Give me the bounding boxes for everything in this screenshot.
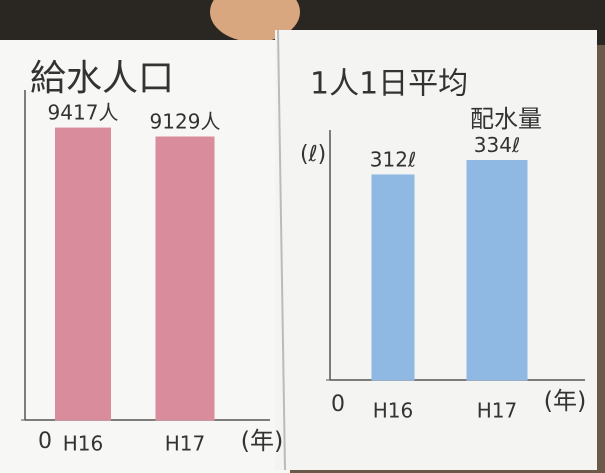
bar — [371, 174, 415, 381]
x-tick-label: H16 — [63, 432, 104, 456]
chart-title: 1人1日平均 — [310, 67, 468, 102]
x-axis-label: (年) — [241, 427, 284, 455]
x-axis-label: (年) — [544, 387, 587, 415]
board-edge — [277, 29, 286, 471]
value-label: 9417人 — [48, 101, 119, 125]
bar — [55, 127, 111, 421]
bar — [466, 160, 528, 381]
x-tick-label: H17 — [165, 432, 206, 456]
value-label: 334ℓ — [474, 133, 520, 157]
y-tick-label: 0 — [331, 392, 345, 417]
x-tick-label: H16 — [373, 399, 414, 423]
x-tick-label: H17 — [477, 399, 518, 423]
y-tick-label: 0 — [38, 429, 52, 454]
board-right — [275, 30, 597, 470]
value-label: 312ℓ — [370, 147, 416, 171]
value-label: 9129人 — [150, 110, 221, 134]
chart-title: 給水人口 — [30, 58, 174, 99]
chart-subtitle: 配水量 — [470, 105, 542, 133]
board-left — [0, 40, 290, 473]
y-axis-label: (ℓ) — [300, 142, 326, 167]
bar — [155, 136, 215, 421]
